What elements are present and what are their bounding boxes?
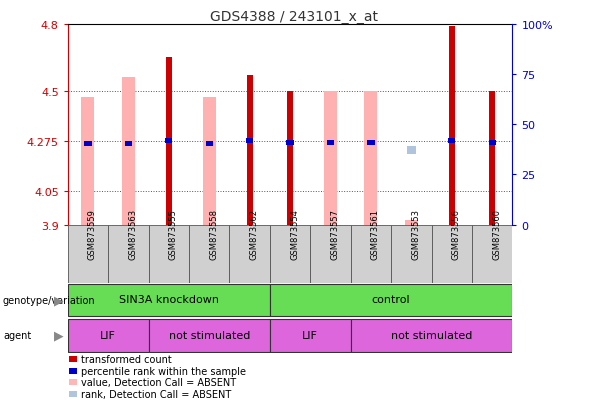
Bar — [270, 225, 310, 283]
Text: genotype/variation: genotype/variation — [3, 295, 95, 306]
Bar — [448, 139, 455, 144]
Text: transformed count: transformed count — [81, 354, 171, 364]
Bar — [310, 225, 350, 283]
Bar — [165, 139, 173, 144]
Bar — [247, 76, 253, 225]
Bar — [350, 319, 512, 352]
Text: LIF: LIF — [100, 330, 116, 340]
Text: ▶: ▶ — [54, 329, 64, 342]
Text: GDS4388 / 243101_x_at: GDS4388 / 243101_x_at — [210, 10, 379, 24]
Bar — [189, 225, 230, 283]
Text: GSM873563: GSM873563 — [128, 208, 137, 259]
Bar — [148, 319, 270, 352]
Bar — [125, 141, 132, 146]
Text: rank, Detection Call = ABSENT: rank, Detection Call = ABSENT — [81, 389, 231, 399]
Bar — [69, 356, 77, 362]
Text: control: control — [372, 295, 411, 305]
Bar — [472, 225, 512, 283]
Bar — [68, 225, 108, 283]
Bar — [327, 140, 334, 145]
Text: SIN3A knockdown: SIN3A knockdown — [119, 295, 219, 305]
Bar — [122, 78, 135, 225]
Bar — [405, 221, 418, 225]
Bar — [368, 140, 375, 145]
Bar — [489, 140, 496, 145]
Bar — [449, 27, 455, 225]
Bar — [286, 140, 294, 145]
Bar — [270, 319, 350, 352]
Bar — [69, 368, 77, 374]
Bar — [489, 92, 495, 225]
Bar — [148, 225, 189, 283]
Bar — [350, 225, 391, 283]
Text: GSM873558: GSM873558 — [209, 208, 219, 259]
Bar — [407, 147, 416, 155]
Text: GSM873560: GSM873560 — [492, 208, 501, 259]
Bar — [68, 284, 270, 317]
Bar — [68, 319, 148, 352]
Bar — [246, 139, 253, 144]
Bar — [81, 98, 94, 225]
Bar — [230, 225, 270, 283]
Bar — [69, 380, 77, 385]
Text: ▶: ▶ — [54, 294, 64, 307]
Bar — [365, 92, 378, 225]
Bar — [270, 284, 512, 317]
Text: percentile rank within the sample: percentile rank within the sample — [81, 366, 246, 376]
Text: GSM873556: GSM873556 — [452, 208, 461, 259]
Bar — [166, 58, 172, 225]
Text: GSM873553: GSM873553 — [411, 208, 421, 259]
Bar — [432, 225, 472, 283]
Text: value, Detection Call = ABSENT: value, Detection Call = ABSENT — [81, 377, 236, 387]
Text: not stimulated: not stimulated — [168, 330, 250, 340]
Bar — [391, 225, 432, 283]
Text: GSM873559: GSM873559 — [88, 209, 97, 259]
Text: GSM873562: GSM873562 — [250, 208, 259, 259]
Bar — [203, 98, 216, 225]
Text: agent: agent — [3, 330, 31, 341]
Text: LIF: LIF — [302, 330, 318, 340]
Bar — [287, 92, 293, 225]
Bar — [84, 141, 91, 146]
Text: GSM873561: GSM873561 — [371, 208, 380, 259]
Text: GSM873554: GSM873554 — [290, 209, 299, 259]
Text: GSM873555: GSM873555 — [169, 209, 178, 259]
Text: GSM873557: GSM873557 — [330, 208, 339, 259]
Bar — [206, 141, 213, 146]
Text: not stimulated: not stimulated — [391, 330, 472, 340]
Bar — [108, 225, 148, 283]
Bar — [324, 92, 337, 225]
Bar — [69, 391, 77, 397]
